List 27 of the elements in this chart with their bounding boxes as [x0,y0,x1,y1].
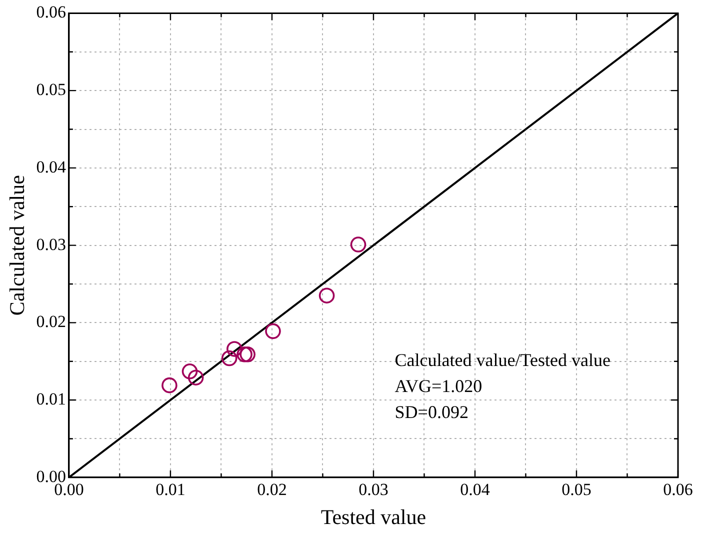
point [236,346,252,362]
x-tick-label: 0.02 [257,480,287,500]
point [240,346,256,362]
point [265,323,281,340]
y-axis-title: Calculated value [5,175,30,316]
point [318,288,335,304]
y-tick-label: 0.02 [36,312,66,332]
y-tick-label: 0.04 [36,157,66,176]
point [221,350,238,366]
x-tick-label: 0.05 [562,480,592,500]
x-tick-label: 0.06 [663,480,693,500]
point [182,364,198,380]
x-axis-title: Tested value [320,504,426,529]
annotation: Calculated value/Tested value [394,350,610,370]
y-tick-label: 0.03 [36,234,66,254]
y-tick-label: 0.06 [36,2,66,22]
annotation: SD=0.092 [394,402,468,422]
x-tick-label: 0.03 [358,480,388,500]
y-tick-label: 0.01 [36,390,66,408]
x-tick-label: 0.01 [156,480,186,500]
point [350,236,366,252]
point [226,341,242,357]
point [162,377,178,394]
annotation: AVG=1.020 [394,376,482,396]
y-tick-label: 0.05 [36,80,66,100]
x-tick-label: 0.04 [460,480,490,500]
point [188,370,204,386]
